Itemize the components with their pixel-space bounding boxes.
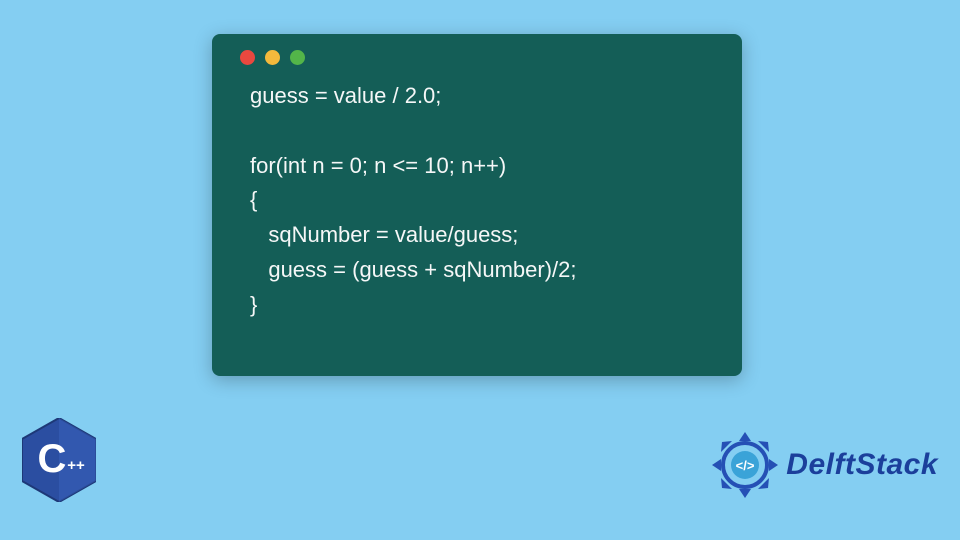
maximize-icon bbox=[290, 50, 305, 65]
delftstack-logo: </> DelftStack bbox=[710, 430, 938, 500]
svg-text:</>: </> bbox=[736, 458, 755, 473]
cpp-logo-icon: C ++ bbox=[22, 418, 96, 502]
cpp-plusplus: ++ bbox=[67, 457, 85, 474]
window-titlebar bbox=[240, 50, 718, 65]
cpp-letter: C bbox=[38, 437, 67, 481]
delftstack-label: DelftStack bbox=[786, 448, 938, 482]
close-icon bbox=[240, 50, 255, 65]
minimize-icon bbox=[265, 50, 280, 65]
code-block: guess = value / 2.0; for(int n = 0; n <=… bbox=[236, 79, 718, 322]
delftstack-emblem-icon: </> bbox=[710, 430, 780, 500]
code-window: guess = value / 2.0; for(int n = 0; n <=… bbox=[212, 34, 742, 376]
